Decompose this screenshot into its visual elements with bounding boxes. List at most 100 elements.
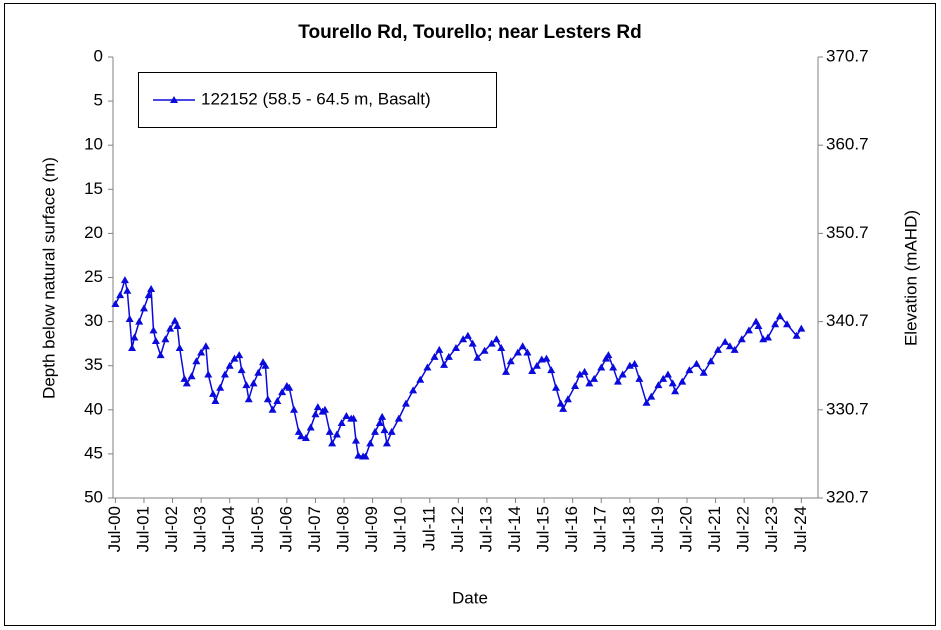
data-point xyxy=(659,374,668,382)
data-point xyxy=(380,426,389,434)
data-point xyxy=(285,383,294,391)
y-tick-label: 30 xyxy=(84,311,103,330)
data-point xyxy=(671,387,680,395)
data-point xyxy=(523,348,532,356)
data-point xyxy=(254,368,263,376)
y-tick-label: 40 xyxy=(84,399,103,418)
x-tick-label: Jul-05 xyxy=(248,506,267,552)
data-point xyxy=(216,383,225,391)
data-point xyxy=(435,345,444,353)
data-point xyxy=(263,395,272,403)
data-point xyxy=(473,353,482,361)
data-point xyxy=(497,344,506,352)
data-point xyxy=(139,304,148,312)
y-tick-label: 15 xyxy=(84,179,103,198)
data-point xyxy=(182,379,191,387)
data-point xyxy=(654,381,663,389)
data-point xyxy=(125,314,134,322)
data-point xyxy=(744,326,753,334)
x-tick-label: Jul-15 xyxy=(534,506,553,552)
data-point xyxy=(730,345,739,353)
data-point xyxy=(528,366,537,374)
data-point xyxy=(480,346,489,354)
x-tick-label: Jul-23 xyxy=(762,506,781,552)
data-point xyxy=(585,379,594,387)
x-axis-label: Date xyxy=(452,588,488,607)
data-point xyxy=(211,396,220,404)
data-point xyxy=(290,405,299,413)
data-point xyxy=(311,410,320,418)
data-point xyxy=(571,381,580,389)
y2-tick-label: 320.7 xyxy=(826,487,869,506)
data-point xyxy=(423,363,432,371)
data-point xyxy=(156,351,165,359)
data-point xyxy=(630,359,639,367)
y-tick-label: 50 xyxy=(84,487,103,506)
y-tick-label: 25 xyxy=(84,267,103,286)
y-tick-label: 35 xyxy=(84,355,103,374)
data-point xyxy=(351,436,360,444)
data-point xyxy=(430,352,439,360)
data-point xyxy=(444,352,453,360)
data-point xyxy=(737,335,746,343)
y-tick-label: 0 xyxy=(94,46,103,65)
data-point xyxy=(144,291,153,299)
data-point xyxy=(220,370,229,378)
data-point xyxy=(647,392,656,400)
data-point xyxy=(361,452,370,460)
data-point xyxy=(378,412,387,420)
data-point xyxy=(559,404,568,412)
data-point xyxy=(313,403,322,411)
data-point xyxy=(149,326,158,334)
data-point xyxy=(173,322,182,330)
data-point xyxy=(120,276,129,284)
x-tick-label: Jul-18 xyxy=(619,506,638,552)
data-point xyxy=(771,320,780,328)
data-point xyxy=(625,361,634,369)
data-point xyxy=(635,374,644,382)
x-tick-label: Jul-03 xyxy=(191,506,210,552)
data-point xyxy=(713,345,722,353)
y2-axis-label: Elevation (mAHD) xyxy=(901,210,920,346)
data-point xyxy=(609,363,618,371)
y-tick-label: 20 xyxy=(84,223,103,242)
data-point xyxy=(468,339,477,347)
data-point xyxy=(297,432,306,440)
data-point xyxy=(685,366,694,374)
data-point xyxy=(111,299,120,307)
data-point xyxy=(249,379,258,387)
data-point xyxy=(763,333,772,341)
x-tick-label: Jul-19 xyxy=(648,506,667,552)
data-point xyxy=(409,386,418,394)
data-point xyxy=(128,344,137,352)
data-point xyxy=(192,357,201,365)
data-point xyxy=(166,324,175,332)
data-point xyxy=(492,335,501,343)
data-point xyxy=(401,399,410,407)
data-point xyxy=(268,405,277,413)
y2-tick-label: 360.7 xyxy=(826,135,869,154)
data-point xyxy=(678,377,687,385)
x-tick-label: Jul-17 xyxy=(591,506,610,552)
x-tick-label: Jul-00 xyxy=(105,506,124,552)
data-point xyxy=(487,339,496,347)
data-point xyxy=(235,351,244,359)
x-tick-label: Jul-02 xyxy=(162,506,181,552)
data-point xyxy=(797,324,806,332)
data-point xyxy=(151,337,160,345)
data-point xyxy=(387,427,396,435)
y-tick-label: 5 xyxy=(94,91,103,110)
y2-tick-label: 350.7 xyxy=(826,223,869,242)
data-point xyxy=(161,335,170,343)
data-point xyxy=(501,367,510,375)
x-tick-label: Jul-09 xyxy=(362,506,381,552)
data-point xyxy=(597,363,606,371)
x-tick-label: Jul-12 xyxy=(448,506,467,552)
data-point xyxy=(349,414,358,422)
data-point xyxy=(394,414,403,422)
x-tick-label: Jul-10 xyxy=(391,506,410,552)
data-point xyxy=(416,375,425,383)
data-point xyxy=(230,354,239,362)
data-point xyxy=(342,411,351,419)
legend-label: 122152 (58.5 - 64.5 m, Basalt) xyxy=(201,89,431,108)
